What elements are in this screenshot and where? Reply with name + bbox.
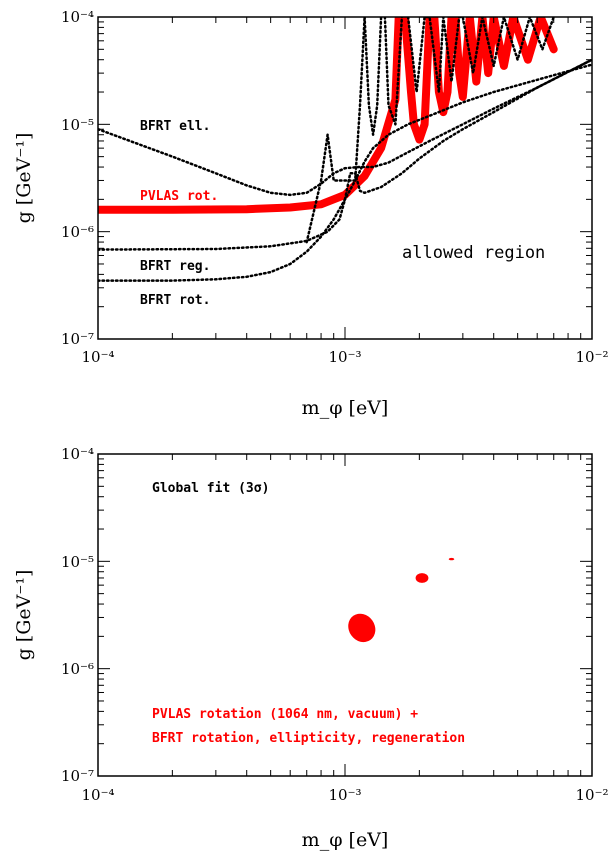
bottom-xtick-1: 10⁻⁴ [81, 786, 114, 804]
curve-bfrt-ell-resonance [305, 17, 366, 244]
label-allowed-region: allowed region [402, 243, 545, 263]
bottom-ytick-1: 10⁻⁴ [61, 445, 94, 463]
curve-pvlas-rot-resonances [401, 17, 558, 144]
top-curves [98, 17, 592, 282]
top-plot-frame [97, 16, 593, 340]
top-panel: 10⁻⁴ 10⁻⁵ 10⁻⁶ 10⁻⁷ 10⁻⁴ 10⁻³ 10⁻² m_φ [… [13, 8, 609, 419]
top-ticks [97, 16, 593, 340]
curve-bfrt-ell [98, 58, 592, 197]
curve-bfrt-reg [98, 58, 592, 251]
top-ytick-4: 10⁻⁷ [61, 330, 94, 348]
top-xtick-1: 10⁻⁴ [81, 348, 114, 366]
fit-region-2 [415, 573, 429, 583]
top-ytick-3: 10⁻⁶ [61, 223, 94, 241]
label-pvlas-combo-1: PVLAS rotation (1064 nm, vacuum) + [152, 707, 418, 722]
top-ytick-1: 10⁻⁴ [61, 8, 94, 26]
label-pvlas-rot: PVLAS rot. [140, 189, 218, 204]
bottom-panel: 10⁻⁴ 10⁻⁵ 10⁻⁶ 10⁻⁷ 10⁻⁴ 10⁻³ 10⁻² m_φ [… [13, 445, 609, 851]
bottom-ytick-2: 10⁻⁵ [61, 553, 94, 571]
curve-pvlas-rot [98, 17, 403, 214]
bottom-plot-frame [97, 453, 593, 777]
top-xtick-2: 10⁻³ [328, 348, 361, 366]
bottom-regions [348, 557, 455, 643]
bottom-ytick-4: 10⁻⁷ [61, 767, 94, 785]
top-y-axis-title: g [GeV⁻¹] [13, 133, 35, 224]
bottom-y-axis-title: g [GeV⁻¹] [13, 570, 35, 661]
bottom-xtick-3: 10⁻² [575, 786, 608, 804]
curve-bfrt-ell-resonance-2 [383, 17, 404, 126]
top-x-axis-title: m_φ [eV] [302, 397, 389, 419]
top-ytick-2: 10⁻⁵ [61, 116, 94, 134]
label-global-fit: Global fit (3σ) [152, 481, 269, 496]
curve-bfrt-rot [98, 63, 592, 282]
bottom-ticks [97, 453, 593, 777]
label-bfrt-ell: BFRT ell. [140, 119, 210, 134]
label-pvlas-combo-2: BFRT rotation, ellipticity, regeneration [152, 731, 465, 746]
label-bfrt-reg: BFRT reg. [140, 259, 210, 274]
curve-bfrt-reg-resonance [363, 17, 383, 136]
fit-region-3 [448, 557, 455, 561]
bottom-ytick-3: 10⁻⁶ [61, 660, 94, 678]
bottom-xtick-2: 10⁻³ [328, 786, 361, 804]
fit-region-1 [348, 613, 376, 643]
bottom-x-axis-title: m_φ [eV] [302, 829, 389, 851]
top-xtick-3: 10⁻² [575, 348, 608, 366]
label-bfrt-rot: BFRT rot. [140, 293, 210, 308]
